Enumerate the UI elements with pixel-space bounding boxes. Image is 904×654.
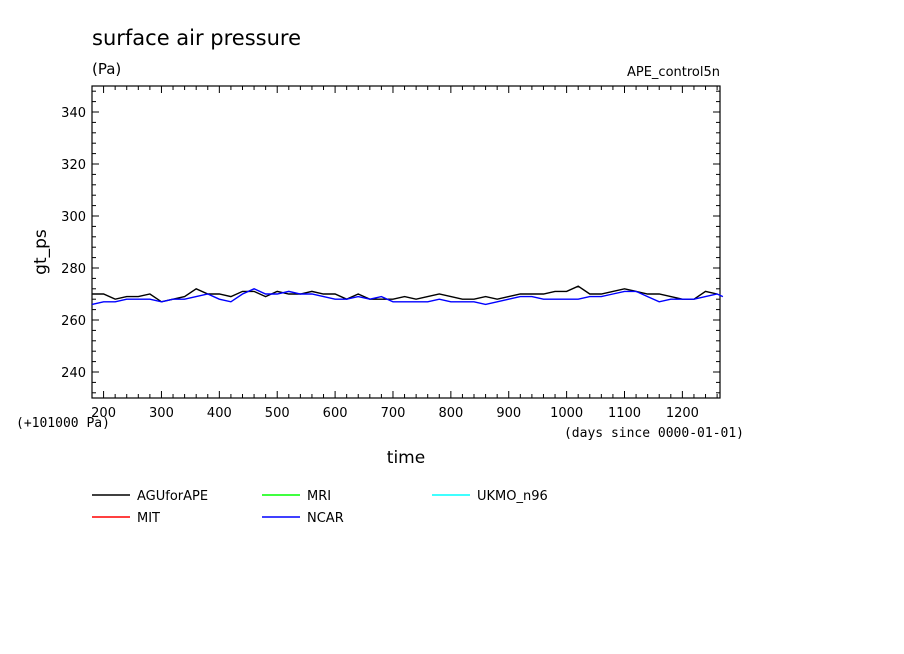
x-tick-label: 1000 bbox=[550, 406, 583, 421]
x-tick-label: 200 bbox=[91, 406, 116, 421]
y-axis-title: gt_ps bbox=[31, 229, 51, 275]
y-tick-label: 320 bbox=[61, 158, 86, 173]
x-tick-label: 700 bbox=[381, 406, 406, 421]
x-tick-label: 900 bbox=[496, 406, 521, 421]
legend-label: NCAR bbox=[307, 511, 344, 526]
legend-label: AGUforAPE bbox=[137, 489, 208, 504]
chart-title: surface air pressure bbox=[92, 26, 301, 50]
series-line-aguforape bbox=[92, 285, 718, 303]
plot-area bbox=[91, 85, 724, 399]
x-tick-labels: 200 300 400 500 600 700 800 900 1000 1100 1200 bbox=[91, 406, 699, 421]
x-tick-label: 1100 bbox=[608, 406, 641, 421]
x-tick-label: 400 bbox=[207, 406, 232, 421]
x-tick-label: 800 bbox=[438, 406, 463, 421]
chart-units: (Pa) bbox=[92, 60, 121, 78]
x-axis-title: time bbox=[387, 448, 425, 468]
y-tick-labels: 240 260 280 300 320 340 bbox=[61, 106, 86, 381]
axis-ticks bbox=[91, 86, 720, 398]
y-tick-label: 260 bbox=[61, 314, 86, 329]
run-label: APE_control5n bbox=[627, 65, 720, 80]
legend-label: MIT bbox=[137, 511, 160, 526]
series-layer bbox=[91, 285, 724, 306]
y-tick-label: 300 bbox=[61, 210, 86, 225]
series-line-ncar bbox=[91, 288, 724, 306]
x-units-label: (days since 0000-01-01) bbox=[564, 426, 744, 441]
legend-label: UKMO_n96 bbox=[477, 489, 548, 504]
x-tick-label: 600 bbox=[323, 406, 348, 421]
y-tick-label: 340 bbox=[61, 106, 86, 121]
y-offset-label: (+101000 Pa) bbox=[16, 416, 110, 431]
legend: AGUforAPE MIT MRI NCAR UKMO_n96 bbox=[92, 489, 548, 526]
y-tick-label: 240 bbox=[61, 366, 86, 381]
x-tick-label: 300 bbox=[149, 406, 174, 421]
x-tick-label: 1200 bbox=[666, 406, 699, 421]
x-tick-label: 500 bbox=[265, 406, 290, 421]
y-tick-label: 280 bbox=[61, 262, 86, 277]
legend-label: MRI bbox=[307, 489, 331, 504]
plot-frame bbox=[91, 85, 721, 399]
